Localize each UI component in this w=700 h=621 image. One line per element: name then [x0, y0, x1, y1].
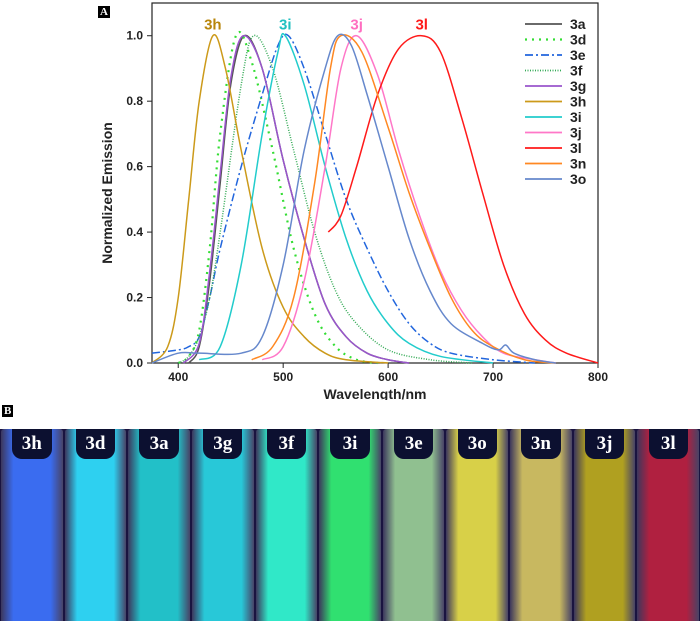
vial-cap: 3a	[139, 429, 179, 459]
y-tick-label: 0.4	[126, 225, 143, 239]
vial-cap: 3j	[584, 429, 625, 459]
vial-3l: 3l	[637, 429, 700, 621]
series-line-3n	[251, 34, 557, 364]
legend-label-3g: 3g	[570, 78, 586, 94]
vial-3i: 3i	[319, 429, 381, 621]
vial-label: 3o	[467, 433, 487, 454]
vial-cap: 3e	[393, 429, 434, 459]
y-tick-label: 0.8	[126, 94, 143, 108]
legend-label-3a: 3a	[570, 16, 586, 32]
vial-cap: 3i	[330, 429, 370, 459]
vial-3e: 3e	[382, 429, 445, 621]
series-line-3h	[151, 34, 389, 364]
legend-label-3d: 3d	[570, 32, 586, 48]
vial-label: 3d	[85, 433, 106, 454]
vial-cap: 3f	[266, 429, 307, 459]
y-axis-label: Normalized Emission	[99, 122, 115, 264]
legend-label-3j: 3j	[570, 125, 582, 141]
vial-photo: 3h 3d 3a 3g 3f 3i 3e 3o 3n 3j 3l	[0, 429, 700, 621]
legend-label-3i: 3i	[570, 109, 582, 125]
vial-label: 3e	[404, 433, 423, 454]
plot-frame	[151, 2, 599, 364]
peak-label-3i: 3i	[279, 17, 292, 34]
series-line-3j	[261, 34, 557, 364]
y-tick-label: 1.0	[126, 29, 143, 43]
vial-cap: 3n	[521, 429, 561, 459]
x-tick-label: 600	[378, 370, 398, 384]
vial-3f: 3f	[255, 429, 318, 621]
vial-3j: 3j	[573, 429, 636, 621]
vial-label: 3h	[21, 433, 42, 454]
legend-label-3l: 3l	[570, 140, 582, 156]
x-tick-label: 400	[168, 370, 188, 384]
vial-cap: 3o	[457, 429, 498, 459]
vial-cap: 3g	[203, 429, 243, 459]
vial-3a: 3a	[128, 429, 190, 621]
vial-3h: 3h	[1, 429, 63, 621]
vial-3d: 3d	[64, 429, 127, 621]
vial-cap: 3l	[648, 429, 688, 459]
series-line-3g	[182, 34, 410, 364]
series-line-3a	[188, 34, 410, 364]
vial-label: 3i	[342, 433, 358, 454]
peak-label-3h: 3h	[204, 17, 222, 34]
vial-3o: 3o	[446, 429, 509, 621]
vial-label: 3g	[213, 433, 233, 454]
peak-label-3j: 3j	[350, 17, 363, 34]
legend-label-3o: 3o	[570, 171, 586, 187]
series-line-3i	[198, 32, 494, 364]
vial-label: 3l	[660, 433, 676, 454]
vial-label: 3f	[278, 433, 295, 454]
legend-label-3n: 3n	[570, 156, 586, 172]
y-tick-label: 0.0	[126, 356, 143, 370]
series-line-3f	[177, 34, 473, 364]
legend-label-3h: 3h	[570, 94, 586, 110]
vial-3g: 3g	[191, 429, 254, 621]
peak-label-3l: 3l	[415, 17, 428, 34]
x-tick-label: 500	[273, 370, 293, 384]
x-axis-label: Wavelength/nm	[324, 386, 427, 400]
series-line-3l	[327, 34, 599, 364]
legend-label-3f: 3f	[570, 63, 583, 79]
series-line-3e	[151, 33, 536, 364]
x-tick-label: 700	[483, 370, 503, 384]
vial-label: 3j	[596, 433, 613, 454]
vial-label: 3a	[149, 433, 169, 454]
panel-label-b: B	[2, 405, 14, 417]
y-tick-label: 0.6	[126, 160, 143, 174]
panel-label-a: A	[98, 6, 110, 18]
vial-label: 3n	[530, 433, 551, 454]
y-tick-label: 0.2	[126, 291, 143, 305]
vial-cap: 3d	[75, 429, 116, 459]
legend-label-3e: 3e	[570, 47, 586, 63]
vial-cap: 3h	[12, 429, 52, 459]
x-tick-label: 800	[588, 370, 608, 384]
emission-chart: 400 500 600 700 800 0.0 0.2 0.4 0.6 0.8 1.0 Wavelen…	[99, 2, 608, 400]
vial-3n: 3n	[510, 429, 572, 621]
series-line-3o	[151, 33, 557, 364]
